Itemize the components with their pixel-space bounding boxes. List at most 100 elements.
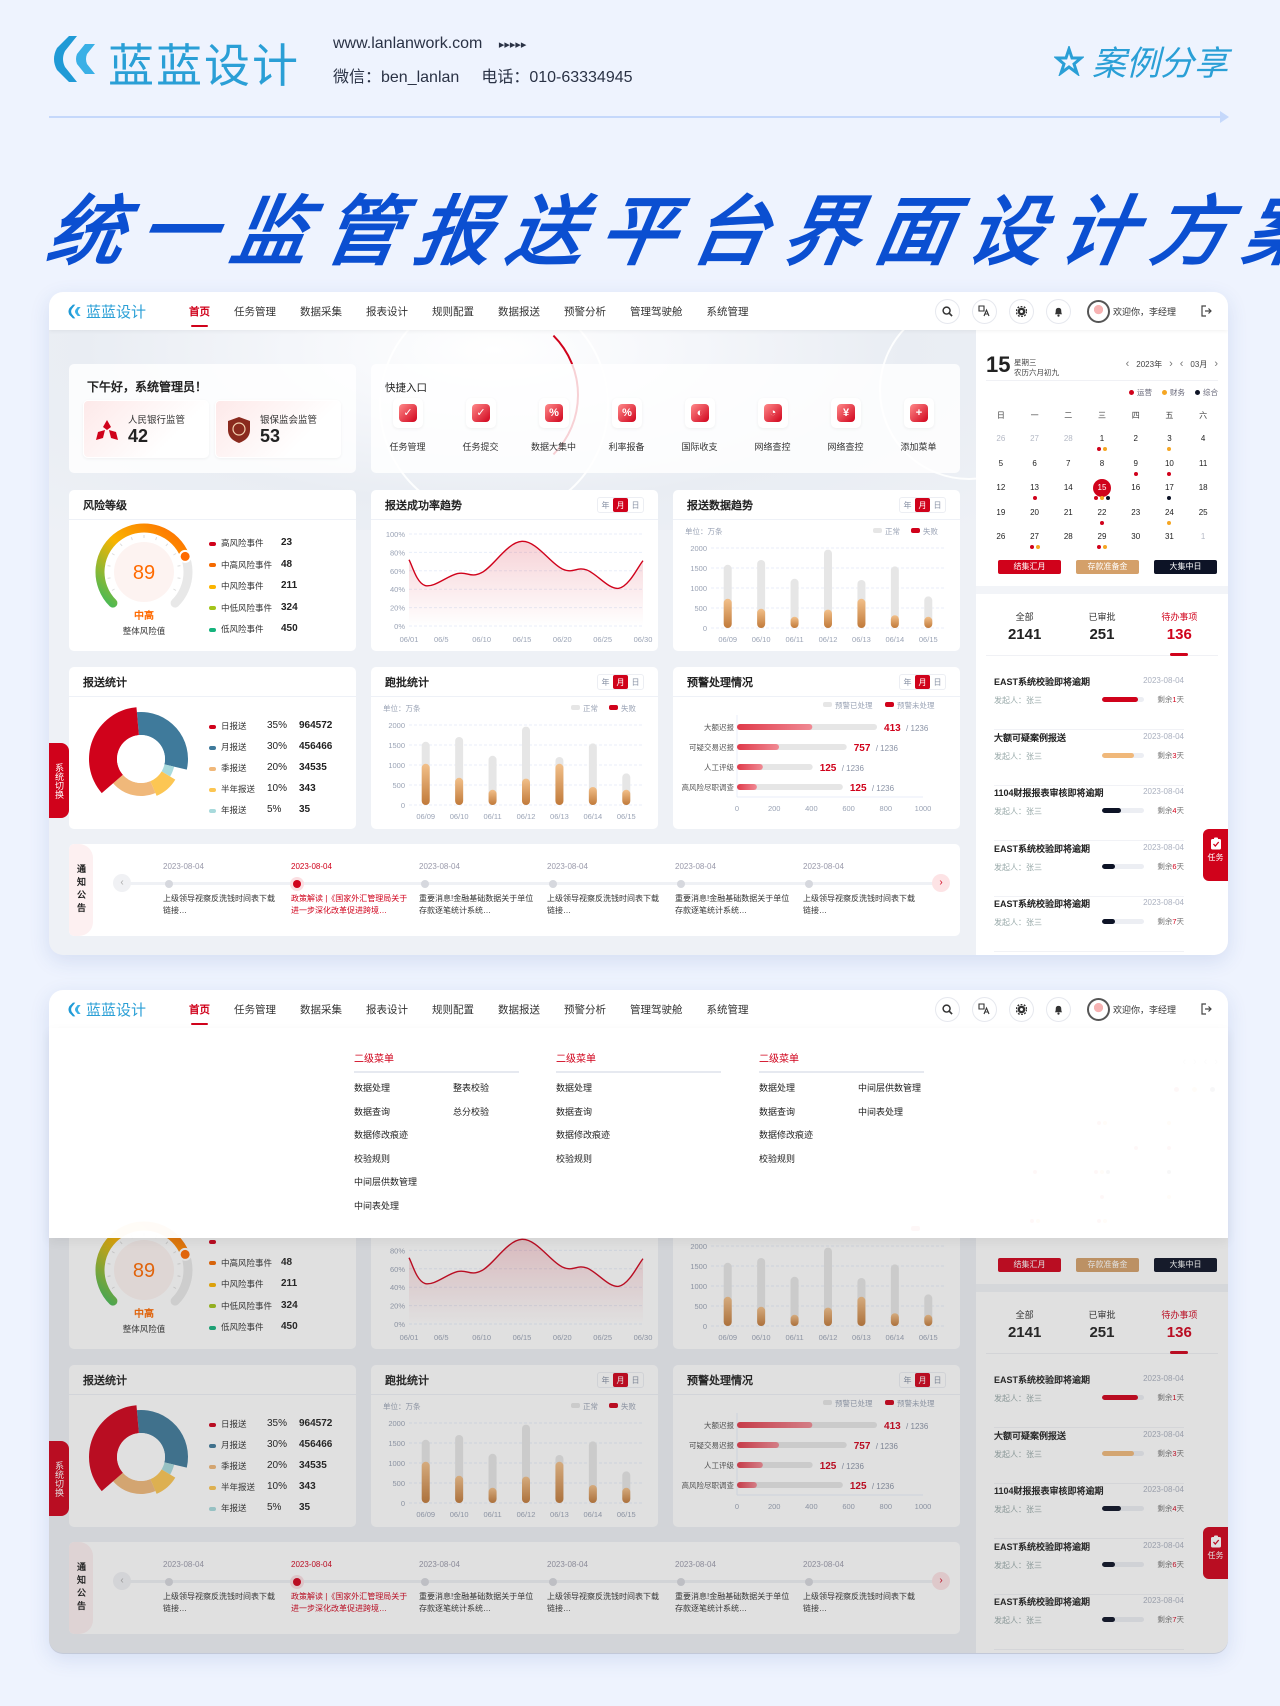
calendar-day-cell[interactable]: 31	[1153, 532, 1187, 557]
task-item[interactable]: 大额可疑案例报送 2023-08-04 发起人：张三 剩余3天	[994, 731, 1184, 786]
menu-item[interactable]: 中间表处理	[858, 1106, 904, 1117]
task-item[interactable]: EAST系统校验即将逾期 2023-08-04 发起人：张三 剩余7天	[994, 1595, 1184, 1650]
next-month-icon[interactable]: ›	[1214, 358, 1218, 370]
nav-item-3[interactable]: 报表设计	[366, 1003, 408, 1016]
prev-button[interactable]: ‹	[113, 1572, 131, 1590]
nav-item-7[interactable]: 管理驾驶舱	[630, 1003, 683, 1016]
logout-icon[interactable]	[1200, 305, 1212, 317]
calendar-day-cell[interactable]: 23	[1119, 508, 1153, 533]
notice-item[interactable]: 2023-08-04 重要消息!金融基础数据关于单位存款逐笔统计系统…	[419, 844, 544, 936]
menu-item[interactable]: 数据修改痕迹	[556, 1130, 611, 1140]
task-tab-0[interactable]: 全部 2141	[986, 608, 1063, 655]
quick-entry-item[interactable]: + 添加菜单	[882, 364, 955, 473]
language-button[interactable]	[971, 996, 997, 1022]
menu-item[interactable]: 校验规则	[556, 1153, 593, 1164]
period-2[interactable]: 日	[631, 1375, 640, 1385]
nav-item-4[interactable]: 规则配置	[432, 305, 474, 318]
calendar-day-cell[interactable]: 26	[984, 532, 1018, 557]
calendar-day-cell[interactable]: 18	[1186, 483, 1220, 508]
website-link[interactable]: www.lanlanwork.com	[333, 35, 483, 52]
calendar-day-cell[interactable]: 11	[1186, 459, 1220, 484]
calendar-tag-button[interactable]: 大集中日	[1154, 1258, 1217, 1272]
calendar-day-cell[interactable]: 4	[1186, 434, 1220, 459]
calendar-day-cell[interactable]: 27	[1018, 434, 1052, 459]
quick-entry-item[interactable]: ¥ 网络查控	[809, 364, 882, 473]
task-float-button[interactable]: 任务	[1203, 1527, 1228, 1579]
next-year-icon[interactable]: ›	[1169, 358, 1173, 370]
calendar-day-cell[interactable]: 17	[1153, 483, 1187, 508]
calendar-day-cell[interactable]: 12	[984, 483, 1018, 508]
prev-year-icon[interactable]: ‹	[1125, 358, 1130, 370]
period-0[interactable]: 年	[601, 500, 610, 510]
calendar-tag-button[interactable]: 结集汇月	[998, 1258, 1061, 1272]
task-item[interactable]: 1104财报报表审核即将逾期 2023-08-04 发起人：张三 剩余4天	[994, 786, 1184, 841]
task-tab-1[interactable]: 已审批 251	[1063, 1306, 1140, 1353]
prev-month-icon[interactable]: ‹	[1179, 358, 1184, 370]
period-1[interactable]: 月	[915, 674, 930, 689]
calendar-day-cell[interactable]: 5	[984, 459, 1018, 484]
calendar-day-cell[interactable]: 7	[1051, 459, 1085, 484]
nav-item-6[interactable]: 预警分析	[564, 1003, 606, 1016]
notice-item[interactable]: 2023-08-04 重要消息!金融基础数据关于单位存款逐笔统计系统…	[675, 1542, 800, 1634]
period-2[interactable]: 日	[631, 677, 640, 687]
period-2[interactable]: 日	[631, 500, 640, 510]
task-tab-1[interactable]: 已审批 251	[1063, 608, 1140, 655]
task-item[interactable]: EAST系统校验即将逾期 2023-08-04 发起人：张三 剩余1天	[994, 1373, 1184, 1428]
menu-item[interactable]: 校验规则	[759, 1153, 796, 1164]
language-button[interactable]	[971, 298, 997, 324]
settings-button[interactable]	[1008, 298, 1034, 324]
menu-item[interactable]: 数据处理	[759, 1083, 796, 1093]
period-1[interactable]: 月	[613, 674, 628, 689]
menu-item[interactable]: 数据处理	[354, 1083, 391, 1093]
search-button[interactable]	[934, 298, 960, 324]
period-0[interactable]: 年	[601, 1375, 610, 1385]
next-button[interactable]: ›	[932, 874, 950, 892]
notice-item[interactable]: 2023-08-04 上级领导视察反洗钱时间表下载链接…	[163, 1542, 288, 1634]
settings-button[interactable]	[1008, 996, 1034, 1022]
menu-item[interactable]: 中间表处理	[354, 1200, 400, 1211]
calendar-day-cell[interactable]: 1	[1186, 532, 1220, 557]
cbirc-card[interactable]: 银保监会监管 53	[215, 400, 341, 458]
calendar-day-cell[interactable]: 22	[1085, 508, 1119, 533]
nav-item-8[interactable]: 系统管理	[706, 1003, 749, 1016]
menu-item[interactable]: 数据修改痕迹	[354, 1130, 409, 1140]
menu-item[interactable]: 中间层供数管理	[354, 1177, 418, 1187]
calendar-tag-button[interactable]: 存款准备金	[1076, 1258, 1139, 1272]
menu-item[interactable]: 整表校验	[453, 1083, 490, 1093]
nav-item-6[interactable]: 预警分析	[564, 305, 606, 318]
next-button[interactable]: ›	[932, 1572, 950, 1590]
calendar-day-cell[interactable]: 28	[1051, 532, 1085, 557]
period-0[interactable]: 年	[601, 677, 610, 687]
nav-item-3[interactable]: 报表设计	[366, 305, 408, 318]
nav-item-5[interactable]: 数据报送	[498, 305, 540, 318]
calendar-day-cell[interactable]: 25	[1186, 508, 1220, 533]
nav-item-0[interactable]: 首页	[189, 302, 210, 327]
calendar-day-cell[interactable]: 29	[1085, 532, 1119, 557]
task-tab-2[interactable]: 待办事项 136	[1141, 608, 1218, 656]
menu-item[interactable]: 数据修改痕迹	[759, 1130, 814, 1140]
calendar-day-cell[interactable]: 26	[984, 434, 1018, 459]
calendar-day-cell[interactable]: 27	[1018, 532, 1052, 557]
period-0[interactable]: 年	[903, 677, 912, 687]
quick-entry-item[interactable]: % 利率报备	[590, 364, 663, 473]
period-2[interactable]: 日	[933, 1375, 942, 1385]
calendar-day-cell[interactable]: 28	[1051, 434, 1085, 459]
quick-entry-item[interactable]: % 数据大集中	[517, 364, 590, 473]
period-0[interactable]: 年	[903, 1375, 912, 1385]
calendar-day-cell[interactable]: 3	[1153, 434, 1187, 459]
calendar-day-cell[interactable]: 13	[1018, 483, 1052, 508]
period-1[interactable]: 月	[915, 1372, 930, 1387]
nav-item-2[interactable]: 数据采集	[300, 305, 342, 318]
period-1[interactable]: 月	[915, 497, 930, 512]
calendar-day-cell[interactable]: 30	[1119, 532, 1153, 557]
notice-item[interactable]: 2023-08-04 政策解读 |《国家外汇管理局关于进一步深化改革促进跨境…	[291, 844, 416, 936]
nav-item-7[interactable]: 管理驾驶舱	[630, 305, 683, 318]
notifications-button[interactable]	[1045, 298, 1071, 324]
calendar-day-cell[interactable]: 16	[1119, 483, 1153, 508]
notice-item[interactable]: 2023-08-04 上级领导视察反洗钱时间表下载链接…	[803, 844, 928, 936]
pboc-card[interactable]: 人民银行监管 42	[83, 400, 209, 458]
nav-item-4[interactable]: 规则配置	[432, 1003, 474, 1016]
period-1[interactable]: 月	[613, 497, 628, 512]
calendar-day-cell[interactable]: 9	[1119, 459, 1153, 484]
notice-item[interactable]: 2023-08-04 上级领导视察反洗钱时间表下载链接…	[547, 844, 672, 936]
